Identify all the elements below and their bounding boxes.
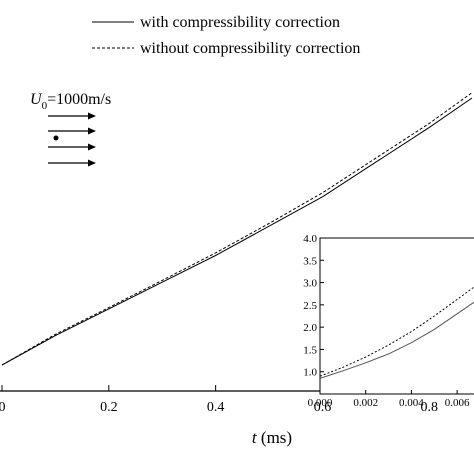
inset-series-line-with xyxy=(319,301,474,379)
legend-label-with: with compressibility correction xyxy=(140,14,340,31)
velocity-symbol: U xyxy=(30,91,43,108)
inset-series-line-without xyxy=(319,286,474,377)
x-tick-label: 0.2 xyxy=(100,400,118,415)
inset-y-tick-label: 2.0 xyxy=(303,322,317,334)
particle-dot xyxy=(53,135,59,141)
inset-plot: 1.01.52.02.53.03.54.0 0.000 0.002 0.004 0.0… xyxy=(303,233,474,409)
velocity-label: U0=1000m/s xyxy=(30,91,111,112)
x-axis-title: t (ms) xyxy=(252,428,292,447)
series-lines xyxy=(1,92,473,366)
x-axis-symbol: t xyxy=(252,428,258,447)
inset-x-tick-label: 0.006 xyxy=(445,397,470,409)
inset-y-tick-label: 4.0 xyxy=(303,233,317,245)
velocity-subscript: 0 xyxy=(42,100,48,112)
inset-y-ticks: 1.0 1.5 2.0 2.5 3.0 3.5 4.0 xyxy=(303,233,324,379)
inset-x-tick-label: 0.002 xyxy=(353,397,378,409)
velocity-value: =1000m/s xyxy=(47,91,111,108)
flow-arrowhead xyxy=(88,143,96,151)
inset-y-tick-label: 1.5 xyxy=(303,344,317,356)
inset-y-tick-label: 3.5 xyxy=(303,255,317,267)
series-line-with xyxy=(1,97,473,366)
inset-x-ticks: 0.000 0.002 0.004 0.006 xyxy=(308,390,470,409)
flow-arrows xyxy=(48,112,96,167)
flow-annotation: U0=1000m/s xyxy=(30,91,111,167)
inset-x-tick-label: 0.000 xyxy=(308,397,333,409)
flow-arrowhead xyxy=(88,159,96,167)
x-axis-unit: (ms) xyxy=(257,428,292,447)
inset-y-tick-label: 3.0 xyxy=(303,278,317,290)
series-line-without xyxy=(1,92,473,366)
flow-arrowhead xyxy=(88,112,96,120)
inset-series-lines xyxy=(319,286,474,379)
inset-x-tick-label: 0.004 xyxy=(399,397,424,409)
flow-arrowhead xyxy=(88,127,96,135)
legend: with compressibility correction without … xyxy=(92,14,360,57)
legend-label-without: without compressibility correction xyxy=(140,40,360,57)
inset-y-tick-label: 2.5 xyxy=(303,300,317,312)
x-tick-label: 0.4 xyxy=(207,400,225,415)
x-tick-label: 0.8 xyxy=(421,400,439,415)
x-tick-label: 0 xyxy=(0,400,6,415)
inset-y-tick-label: 1.0 xyxy=(303,367,317,379)
x-tick-label: 0.6 xyxy=(314,400,332,415)
inset-frame xyxy=(319,237,474,395)
